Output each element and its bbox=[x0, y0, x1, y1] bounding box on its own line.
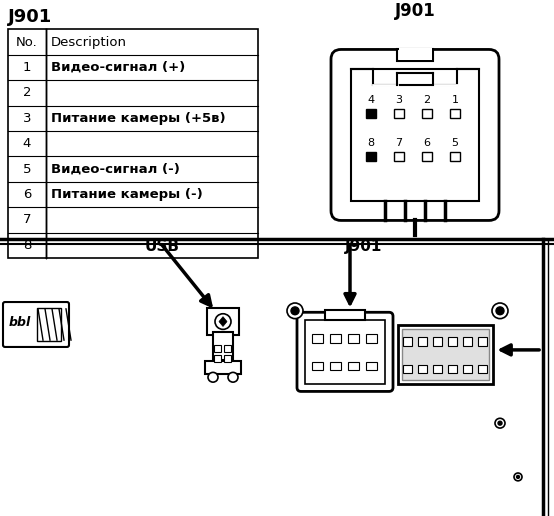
Circle shape bbox=[496, 307, 504, 315]
Text: USB: USB bbox=[145, 238, 180, 253]
Bar bbox=[330, 334, 341, 343]
Text: 1: 1 bbox=[452, 94, 459, 105]
Bar bbox=[450, 152, 460, 162]
Bar bbox=[330, 362, 341, 370]
Circle shape bbox=[228, 373, 238, 382]
Text: 7: 7 bbox=[396, 138, 403, 148]
Text: 5: 5 bbox=[452, 138, 459, 148]
FancyBboxPatch shape bbox=[3, 302, 69, 347]
Bar bbox=[366, 108, 376, 118]
Bar bbox=[351, 69, 479, 201]
Bar bbox=[312, 334, 323, 343]
Text: 6: 6 bbox=[423, 138, 430, 148]
Bar bbox=[398, 326, 493, 384]
Bar bbox=[448, 365, 457, 374]
Text: 4: 4 bbox=[23, 137, 31, 150]
Text: 8: 8 bbox=[23, 239, 31, 252]
Circle shape bbox=[492, 303, 508, 319]
Bar bbox=[213, 332, 233, 360]
Bar bbox=[403, 365, 412, 374]
Circle shape bbox=[516, 475, 520, 478]
FancyBboxPatch shape bbox=[297, 312, 393, 392]
Circle shape bbox=[208, 373, 218, 382]
Bar bbox=[205, 361, 241, 374]
Bar bbox=[478, 337, 487, 346]
Bar bbox=[403, 337, 412, 346]
Text: 8: 8 bbox=[367, 138, 375, 148]
Bar bbox=[305, 320, 385, 383]
Text: 5: 5 bbox=[23, 163, 31, 175]
Circle shape bbox=[498, 421, 502, 425]
Bar bbox=[0, 239, 554, 516]
Bar bbox=[398, 49, 432, 60]
Bar bbox=[224, 345, 231, 352]
Text: Видео-сигнал (-): Видео-сигнал (-) bbox=[51, 163, 180, 175]
Text: 3: 3 bbox=[396, 94, 403, 105]
Bar bbox=[366, 362, 377, 370]
Bar bbox=[397, 50, 433, 61]
Text: No.: No. bbox=[16, 36, 38, 49]
Polygon shape bbox=[219, 317, 227, 327]
Text: J901: J901 bbox=[345, 238, 382, 253]
Circle shape bbox=[287, 303, 303, 319]
Bar bbox=[418, 337, 427, 346]
Bar bbox=[402, 329, 489, 380]
Bar bbox=[207, 308, 239, 335]
Circle shape bbox=[514, 473, 522, 481]
Text: 3: 3 bbox=[23, 112, 31, 125]
Bar bbox=[450, 108, 460, 118]
Bar bbox=[214, 345, 221, 352]
Bar bbox=[433, 365, 442, 374]
Bar bbox=[224, 355, 231, 362]
Text: 4: 4 bbox=[367, 94, 375, 105]
Text: J901: J901 bbox=[394, 2, 435, 20]
Text: Description: Description bbox=[51, 36, 127, 49]
Text: 6: 6 bbox=[23, 188, 31, 201]
Text: 2: 2 bbox=[423, 94, 430, 105]
Bar bbox=[394, 152, 404, 162]
Bar bbox=[422, 108, 432, 118]
Text: 2: 2 bbox=[23, 87, 31, 100]
Bar bbox=[214, 355, 221, 362]
Bar bbox=[348, 334, 359, 343]
Bar bbox=[8, 29, 258, 258]
Bar bbox=[463, 365, 472, 374]
Bar bbox=[366, 152, 376, 162]
Circle shape bbox=[215, 314, 231, 329]
Bar bbox=[422, 152, 432, 162]
Bar bbox=[37, 308, 61, 341]
FancyBboxPatch shape bbox=[331, 50, 499, 220]
Text: J901: J901 bbox=[8, 8, 52, 25]
Text: 7: 7 bbox=[23, 214, 31, 227]
Text: 1: 1 bbox=[23, 61, 31, 74]
Circle shape bbox=[495, 418, 505, 428]
Bar bbox=[448, 337, 457, 346]
Bar bbox=[394, 108, 404, 118]
Bar bbox=[348, 362, 359, 370]
Bar bbox=[478, 365, 487, 374]
Text: Питание камеры (-): Питание камеры (-) bbox=[51, 188, 203, 201]
Text: bbl: bbl bbox=[9, 316, 31, 329]
Bar bbox=[463, 337, 472, 346]
Bar bbox=[433, 337, 442, 346]
Bar bbox=[312, 362, 323, 370]
Text: Видео-сигнал (+): Видео-сигнал (+) bbox=[51, 61, 185, 74]
Circle shape bbox=[291, 307, 299, 315]
Bar bbox=[366, 334, 377, 343]
Bar bbox=[418, 365, 427, 374]
Text: Питание камеры (+5в): Питание камеры (+5в) bbox=[51, 112, 225, 125]
Bar bbox=[325, 310, 365, 320]
